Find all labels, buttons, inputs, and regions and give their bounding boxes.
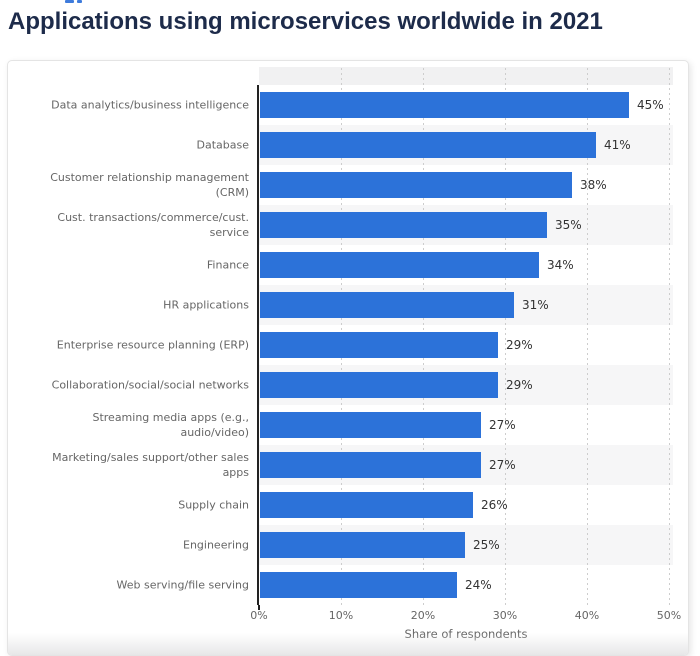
category-label: Marketing/sales support/other sales apps <box>52 451 249 479</box>
category-label: Enterprise resource planning (ERP) <box>56 338 249 352</box>
bar-value-label: 34% <box>547 258 574 272</box>
category-label: Engineering <box>183 538 249 552</box>
x-axis-tick-label: 30% <box>492 609 518 622</box>
bar-value-label: 27% <box>489 458 516 472</box>
x-axis-tick-label: 50% <box>656 609 682 622</box>
page-title: Applications using microservices worldwi… <box>8 8 603 35</box>
plot-top-strip <box>259 67 673 85</box>
bar[interactable] <box>260 292 514 318</box>
x-axis-tick-label: 10% <box>328 609 354 622</box>
bar[interactable] <box>260 452 481 478</box>
x-axis-tick-label: 40% <box>574 609 600 622</box>
cutoff-link-fragment-icon <box>77 0 82 3</box>
bar-value-label: 45% <box>637 98 664 112</box>
x-axis-tick-label: 20% <box>410 609 436 622</box>
category-label: Database <box>196 138 250 152</box>
bar-value-label: 25% <box>473 538 500 552</box>
cutoff-link-fragment-icon <box>65 0 74 3</box>
x-axis-tick-label: 0% <box>250 609 268 622</box>
category-label: Collaboration/social/social networks <box>51 378 249 392</box>
bar[interactable] <box>260 532 465 558</box>
category-label: HR applications <box>163 298 249 312</box>
gridline <box>587 68 588 605</box>
category-label: Finance <box>206 258 249 272</box>
bar[interactable] <box>260 252 539 278</box>
category-label: Data analytics/business intelligence <box>51 98 249 112</box>
category-label: Streaming media apps (e.g., audio/video) <box>92 411 249 439</box>
card-bottom-fade <box>8 633 688 655</box>
bar[interactable] <box>260 572 457 598</box>
bar[interactable] <box>260 492 473 518</box>
category-label: Web serving/file serving <box>116 578 249 592</box>
bar-value-label: 24% <box>465 578 492 592</box>
bar-value-label: 38% <box>580 178 607 192</box>
bar-value-label: 41% <box>604 138 631 152</box>
x-axis-zero-tick <box>258 605 260 610</box>
bar-value-label: 35% <box>555 218 582 232</box>
bar[interactable] <box>260 172 572 198</box>
bar[interactable] <box>260 212 547 238</box>
bar-value-label: 29% <box>506 378 533 392</box>
category-label: Supply chain <box>178 498 249 512</box>
bar-value-label: 27% <box>489 418 516 432</box>
bar-value-label: 26% <box>481 498 508 512</box>
bar[interactable] <box>260 132 596 158</box>
bar[interactable] <box>260 332 498 358</box>
bar-value-label: 31% <box>522 298 549 312</box>
bar[interactable] <box>260 92 629 118</box>
bar[interactable] <box>260 412 481 438</box>
y-axis-line <box>257 85 259 605</box>
chart-card: Data analytics/business intelligence 45% D… <box>7 60 689 656</box>
gridline <box>669 68 670 605</box>
bar-value-label: 29% <box>506 338 533 352</box>
category-label: Customer relationship management (CRM) <box>50 171 249 199</box>
gridline <box>505 68 506 605</box>
bar[interactable] <box>260 372 498 398</box>
category-label: Cust. transactions/commerce/cust. servic… <box>57 211 249 239</box>
